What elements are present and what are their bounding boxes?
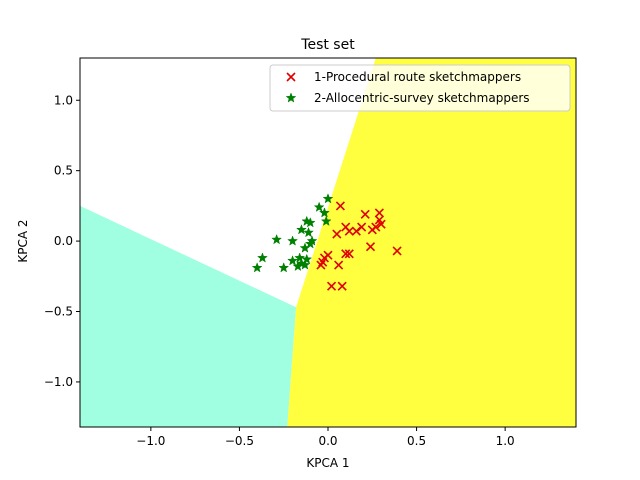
legend-label-1: 1-Procedural route sketchmappers: [314, 70, 521, 84]
y-tick-label: 0.5: [54, 164, 73, 178]
x-tick-label: 1.0: [496, 434, 515, 448]
decision-region-1: [80, 205, 297, 427]
point-series-2-17: [287, 255, 299, 266]
y-axis-ticks: −1.0 −0.5 0.0 0.5 1.0: [44, 93, 80, 389]
x-tick-label: 0.0: [318, 434, 337, 448]
point-series-2-16: [301, 253, 313, 265]
point-series-2-12: [304, 238, 316, 249]
point-series-1-18: [316, 260, 326, 270]
point-series-2-20: [251, 262, 263, 273]
point-series-1-9: [351, 226, 361, 236]
legend: 1-Procedural route sketchmappers 2-Alloce…: [269, 64, 571, 112]
point-series-2-8: [303, 226, 314, 238]
x-tick-label: 0.5: [407, 434, 426, 448]
point-series-1-5: [376, 219, 386, 229]
point-series-2-19: [299, 259, 311, 270]
decision-regions: [80, 58, 576, 427]
y-tick-label: −1.0: [44, 375, 73, 389]
point-series-1-14: [392, 246, 402, 256]
x-axis-ticks: −1.0 −0.5 0.0 0.5 1.0: [136, 427, 515, 448]
y-tick-label: 0.0: [54, 234, 73, 248]
legend-marker-2: [285, 92, 297, 103]
legend-label-2: 2-Allocentric-survey sketchmappers: [314, 91, 530, 105]
point-series-2-10: [271, 233, 283, 245]
point-series-1-3: [374, 208, 384, 218]
point-series-1-1: [335, 201, 345, 211]
point-series-2-14: [257, 252, 268, 263]
chart-title: Test set: [300, 37, 355, 53]
point-series-2-3: [319, 207, 330, 218]
point-series-1-20: [341, 249, 351, 259]
point-series-1-11: [344, 226, 354, 236]
point-series-2-21: [278, 262, 290, 273]
legend-box: [269, 64, 571, 112]
point-series-1-19: [334, 260, 344, 270]
point-series-1-22: [326, 281, 337, 291]
x-tick-label: −1.0: [136, 434, 165, 448]
point-series-2-1: [322, 193, 334, 204]
point-series-1-2: [360, 209, 370, 219]
data-points: [251, 193, 402, 291]
point-series-2-4: [320, 215, 332, 226]
point-series-1-7: [367, 225, 377, 235]
point-series-2-6: [304, 217, 316, 228]
point-series-1-12: [332, 229, 342, 239]
point-series-2-15: [294, 252, 306, 263]
x-axis-label: KPCA 1: [306, 456, 349, 470]
point-series-2-7: [295, 224, 307, 235]
x-tick-label: −0.5: [225, 434, 254, 448]
point-series-1-23: [337, 281, 347, 291]
point-series-1-13: [365, 242, 376, 252]
point-series-2-9: [287, 235, 299, 246]
y-tick-label: −0.5: [44, 305, 73, 319]
point-series-2-22: [292, 260, 304, 272]
y-axis-label: KPCA 2: [16, 219, 30, 262]
point-series-2-2: [313, 201, 325, 212]
point-series-2-13: [299, 242, 311, 253]
decision-region-2: [287, 58, 576, 427]
legend-marker-1: [286, 72, 296, 82]
point-series-1-21: [344, 249, 354, 259]
y-tick-label: 1.0: [54, 93, 73, 107]
